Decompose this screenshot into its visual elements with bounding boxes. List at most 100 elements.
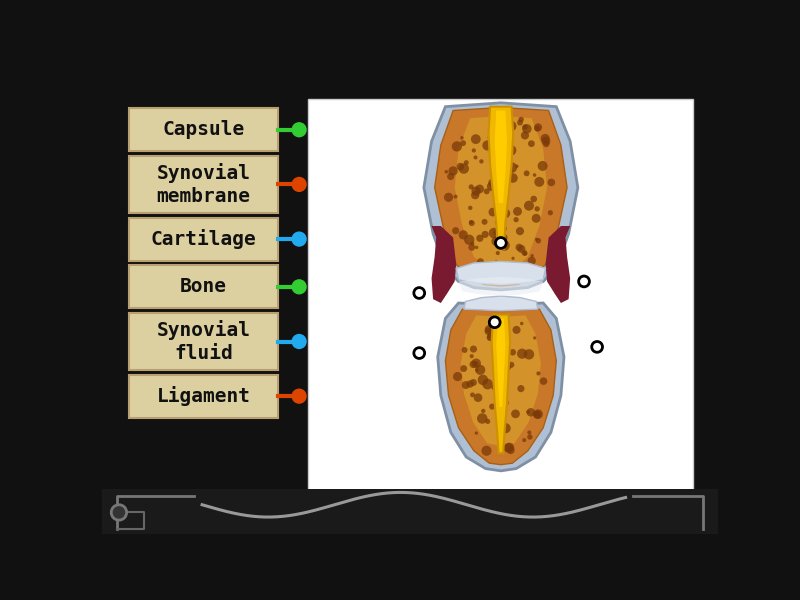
Circle shape [514, 217, 518, 222]
Circle shape [470, 392, 475, 397]
Circle shape [502, 179, 505, 182]
Circle shape [470, 346, 477, 353]
Circle shape [482, 140, 493, 151]
Circle shape [542, 137, 550, 145]
Circle shape [496, 317, 502, 323]
Circle shape [524, 200, 534, 211]
Polygon shape [494, 110, 507, 203]
Circle shape [515, 164, 518, 168]
Circle shape [494, 142, 501, 149]
Circle shape [452, 227, 459, 234]
Circle shape [499, 233, 507, 242]
Circle shape [458, 230, 468, 239]
Circle shape [494, 272, 501, 278]
Circle shape [292, 280, 306, 294]
Circle shape [472, 148, 476, 152]
Circle shape [471, 191, 479, 199]
FancyBboxPatch shape [129, 374, 278, 418]
Circle shape [462, 347, 467, 353]
Circle shape [494, 191, 504, 201]
Circle shape [469, 220, 474, 226]
Circle shape [502, 154, 510, 163]
Circle shape [517, 349, 527, 359]
Circle shape [486, 334, 494, 341]
Circle shape [477, 258, 484, 265]
Circle shape [503, 194, 507, 197]
Circle shape [484, 188, 490, 194]
Circle shape [530, 254, 534, 257]
Polygon shape [434, 107, 567, 286]
Circle shape [532, 214, 541, 223]
Circle shape [506, 154, 512, 161]
Circle shape [522, 124, 532, 134]
Circle shape [522, 438, 526, 442]
Circle shape [517, 119, 523, 125]
Circle shape [498, 413, 504, 419]
Circle shape [499, 362, 504, 368]
Circle shape [534, 206, 540, 212]
Circle shape [471, 134, 481, 144]
Text: Cartilage: Cartilage [150, 229, 257, 249]
Circle shape [533, 337, 536, 340]
Circle shape [499, 113, 510, 123]
Circle shape [494, 184, 498, 188]
Circle shape [494, 266, 497, 270]
Circle shape [485, 419, 490, 424]
Circle shape [482, 446, 491, 456]
Circle shape [493, 229, 499, 235]
Circle shape [494, 400, 498, 406]
Circle shape [513, 326, 521, 334]
Circle shape [495, 155, 498, 158]
Circle shape [521, 131, 529, 140]
Text: Capsule: Capsule [162, 120, 245, 139]
Circle shape [494, 378, 505, 388]
Polygon shape [438, 303, 564, 471]
Circle shape [475, 262, 480, 267]
Circle shape [505, 364, 511, 370]
Circle shape [488, 323, 493, 328]
Circle shape [535, 238, 538, 241]
Circle shape [518, 385, 525, 392]
Circle shape [511, 410, 520, 418]
Circle shape [490, 317, 500, 328]
Circle shape [292, 123, 306, 137]
Circle shape [524, 349, 534, 359]
Circle shape [468, 206, 473, 210]
Circle shape [522, 250, 527, 256]
Circle shape [534, 125, 540, 131]
Circle shape [518, 245, 526, 253]
Polygon shape [546, 226, 570, 303]
Circle shape [477, 413, 487, 424]
Circle shape [530, 196, 537, 202]
Circle shape [508, 173, 518, 183]
Circle shape [494, 260, 498, 264]
Circle shape [501, 398, 509, 407]
Circle shape [510, 269, 514, 274]
Circle shape [475, 185, 484, 193]
Circle shape [499, 365, 503, 368]
Circle shape [488, 137, 495, 145]
Circle shape [292, 335, 306, 349]
Polygon shape [464, 296, 538, 311]
Circle shape [501, 430, 504, 433]
Circle shape [516, 227, 524, 235]
Circle shape [488, 135, 493, 140]
Circle shape [498, 264, 504, 270]
Circle shape [470, 361, 477, 368]
Circle shape [536, 371, 541, 376]
Circle shape [511, 257, 514, 260]
Circle shape [534, 124, 542, 131]
Circle shape [292, 389, 306, 403]
Circle shape [444, 193, 453, 202]
Circle shape [478, 374, 488, 385]
Circle shape [482, 219, 487, 225]
Circle shape [487, 182, 496, 191]
Circle shape [496, 362, 502, 368]
Circle shape [470, 241, 474, 245]
Circle shape [475, 368, 478, 372]
Circle shape [482, 379, 493, 389]
Circle shape [479, 159, 483, 164]
Circle shape [535, 238, 541, 244]
Circle shape [489, 404, 495, 410]
Circle shape [292, 178, 306, 191]
